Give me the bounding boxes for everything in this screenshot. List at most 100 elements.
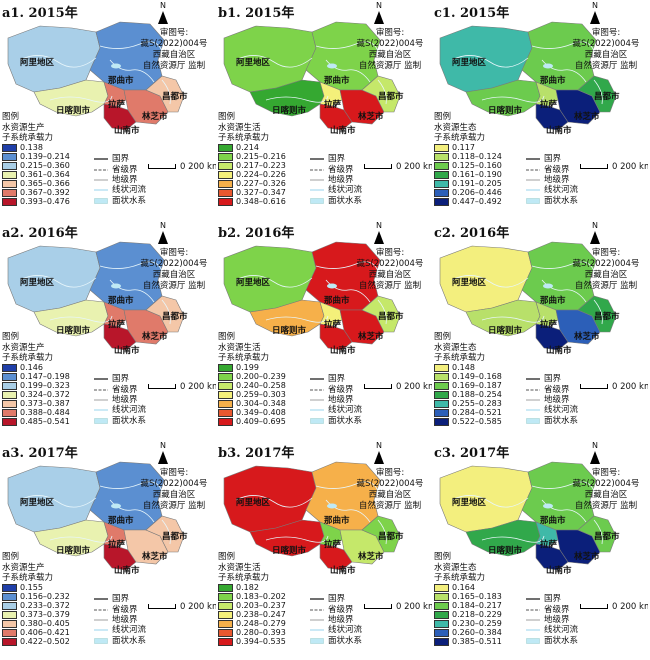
region-changdu bbox=[145, 75, 185, 113]
legend-swatch bbox=[2, 381, 17, 390]
region-label-lasa: 拉萨 bbox=[108, 100, 126, 110]
legend-class-label: 0.164 bbox=[452, 583, 475, 592]
legend-swatch bbox=[434, 143, 449, 152]
river-line bbox=[99, 481, 165, 499]
tibet-map bbox=[223, 21, 401, 131]
approval-line: 自然资源厅 监制 bbox=[358, 501, 422, 511]
boundary-legend: 国界 省级界 地级界 线状河流 面状水系 bbox=[310, 594, 364, 646]
region-changdu bbox=[577, 75, 617, 113]
legend-swatch bbox=[434, 628, 449, 637]
region-label-rikaze: 日喀则市 bbox=[272, 546, 307, 556]
arrow-up-icon bbox=[590, 231, 600, 244]
boundary-prefectural-icon bbox=[526, 179, 540, 181]
legend-class-label: 0.118–0.124 bbox=[452, 152, 502, 161]
legend-class-label: 0.183–0.202 bbox=[236, 592, 286, 601]
legend-swatch bbox=[218, 592, 233, 601]
legend-class-label: 0.188–0.254 bbox=[452, 390, 502, 399]
boundary-item: 省级界 bbox=[526, 164, 580, 175]
boundary-item: 地级界 bbox=[526, 395, 580, 405]
legend-header: 图例 bbox=[2, 112, 20, 122]
region-label-shannan: 山南市 bbox=[330, 126, 356, 136]
boundary-label: 国界 bbox=[112, 374, 130, 385]
scale-bar-icon bbox=[580, 164, 608, 169]
scale-label: 0 200 km bbox=[180, 162, 216, 172]
legend-swatch bbox=[218, 637, 233, 646]
boundary-provincial-icon bbox=[94, 389, 108, 391]
legend-header: 图例 bbox=[2, 552, 20, 562]
boundary-label: 省级界 bbox=[544, 164, 570, 175]
approval-line: 西藏自治区 bbox=[584, 270, 628, 280]
region-label-shannan: 山南市 bbox=[546, 566, 572, 576]
boundary-water-icon bbox=[94, 198, 108, 204]
region-label-ali: 阿里地区 bbox=[452, 58, 487, 68]
boundary-river-icon bbox=[526, 409, 540, 411]
legend-swatch bbox=[218, 583, 233, 592]
boundary-label: 省级界 bbox=[328, 384, 354, 395]
approval-line: 自然资源厅 监制 bbox=[358, 61, 422, 71]
legend-class: 0.215–0.216 bbox=[218, 152, 308, 161]
boundary-legend: 国界 省级界 地级界 线状河流 面状水系 bbox=[310, 374, 364, 426]
region-ali bbox=[7, 245, 101, 313]
approval-line: 西藏自治区 bbox=[152, 270, 196, 280]
boundary-river-icon bbox=[526, 189, 540, 191]
approval-stamp: 审图号: 藏S(2022)004号 西藏自治区 自然资源厅 监制 bbox=[564, 28, 648, 72]
legend-class-label: 0.388–0.484 bbox=[20, 408, 70, 417]
lake bbox=[543, 283, 553, 289]
legend-class: 0.260–0.384 bbox=[434, 628, 524, 637]
legend-class: 0.230–0.259 bbox=[434, 619, 524, 628]
legend-class: 0.161–0.190 bbox=[434, 170, 524, 179]
boundary-legend: 国界 省级界 地级界 线状河流 面状水系 bbox=[526, 594, 580, 646]
legend-title: 子系统承载力 bbox=[2, 573, 54, 583]
legend-class: 0.165–0.183 bbox=[434, 592, 524, 601]
river-line bbox=[161, 519, 171, 545]
river-line bbox=[593, 79, 603, 105]
legend-swatch bbox=[2, 363, 17, 372]
legend-swatch bbox=[2, 592, 17, 601]
legend-class-label: 0.284–0.521 bbox=[452, 408, 502, 417]
region-ali bbox=[7, 25, 101, 93]
boundary-river-icon bbox=[310, 629, 324, 631]
river-line bbox=[315, 481, 381, 499]
north-arrow-icon: N bbox=[588, 222, 602, 244]
legend: 图例 水资源生产 子系统承载力 0.146 0.147–0.198 0.199–0.323… bbox=[2, 332, 92, 426]
legend-class: 0.349–0.408 bbox=[218, 408, 308, 417]
legend-class-label: 0.215–0.216 bbox=[236, 152, 286, 161]
legend-class-label: 0.365–0.366 bbox=[20, 179, 70, 188]
boundary-label: 面状水系 bbox=[112, 195, 147, 206]
boundary-item: 面状水系 bbox=[310, 416, 364, 426]
north-label: N bbox=[592, 221, 598, 230]
legend-swatch bbox=[434, 583, 449, 592]
legend-class: 0.240–0.258 bbox=[218, 381, 308, 390]
boundary-label: 国界 bbox=[112, 594, 130, 605]
river-line bbox=[481, 95, 545, 103]
legend-class-label: 0.161–0.190 bbox=[452, 170, 502, 179]
legend-class: 0.139–0.214 bbox=[2, 152, 92, 161]
boundary-provincial-icon bbox=[310, 169, 324, 171]
boundary-item: 线状河流 bbox=[94, 405, 148, 415]
legend-class: 0.164 bbox=[434, 583, 524, 592]
legend-class-label: 0.522–0.585 bbox=[452, 417, 502, 426]
legend-swatch bbox=[434, 390, 449, 399]
boundary-item: 地级界 bbox=[310, 395, 364, 405]
north-arrow-icon: N bbox=[372, 442, 386, 464]
legend-class-label: 0.238–0.247 bbox=[236, 610, 286, 619]
boundary-item: 国界 bbox=[310, 154, 364, 164]
boundary-label: 地级界 bbox=[112, 394, 138, 405]
approval-line: 自然资源厅 监制 bbox=[358, 281, 422, 291]
north-label: N bbox=[592, 441, 598, 450]
legend-swatch bbox=[218, 601, 233, 610]
legend-swatch bbox=[218, 179, 233, 188]
legend-class: 0.522–0.585 bbox=[434, 417, 524, 426]
legend-class: 0.188–0.254 bbox=[434, 390, 524, 399]
legend-swatch bbox=[434, 610, 449, 619]
panel-title: a2. 2016年 bbox=[2, 226, 78, 241]
map-panel: 阿里地区 那曲市 日喀则市 拉萨 山南市 林芝市 昌都市 a3. 2017年 N 审图号: 藏S(2… bbox=[0, 440, 216, 660]
approval-line: 藏S(2022)004号 bbox=[572, 39, 640, 49]
scale-bar-icon bbox=[364, 384, 392, 389]
approval-line: 西藏自治区 bbox=[368, 270, 412, 280]
boundary-label: 线状河流 bbox=[112, 625, 147, 636]
approval-line: 自然资源厅 监制 bbox=[574, 501, 638, 511]
region-label-ali: 阿里地区 bbox=[20, 58, 55, 68]
approval-line: 审图号: bbox=[591, 28, 621, 38]
legend-title: 子系统承载力 bbox=[434, 133, 486, 143]
